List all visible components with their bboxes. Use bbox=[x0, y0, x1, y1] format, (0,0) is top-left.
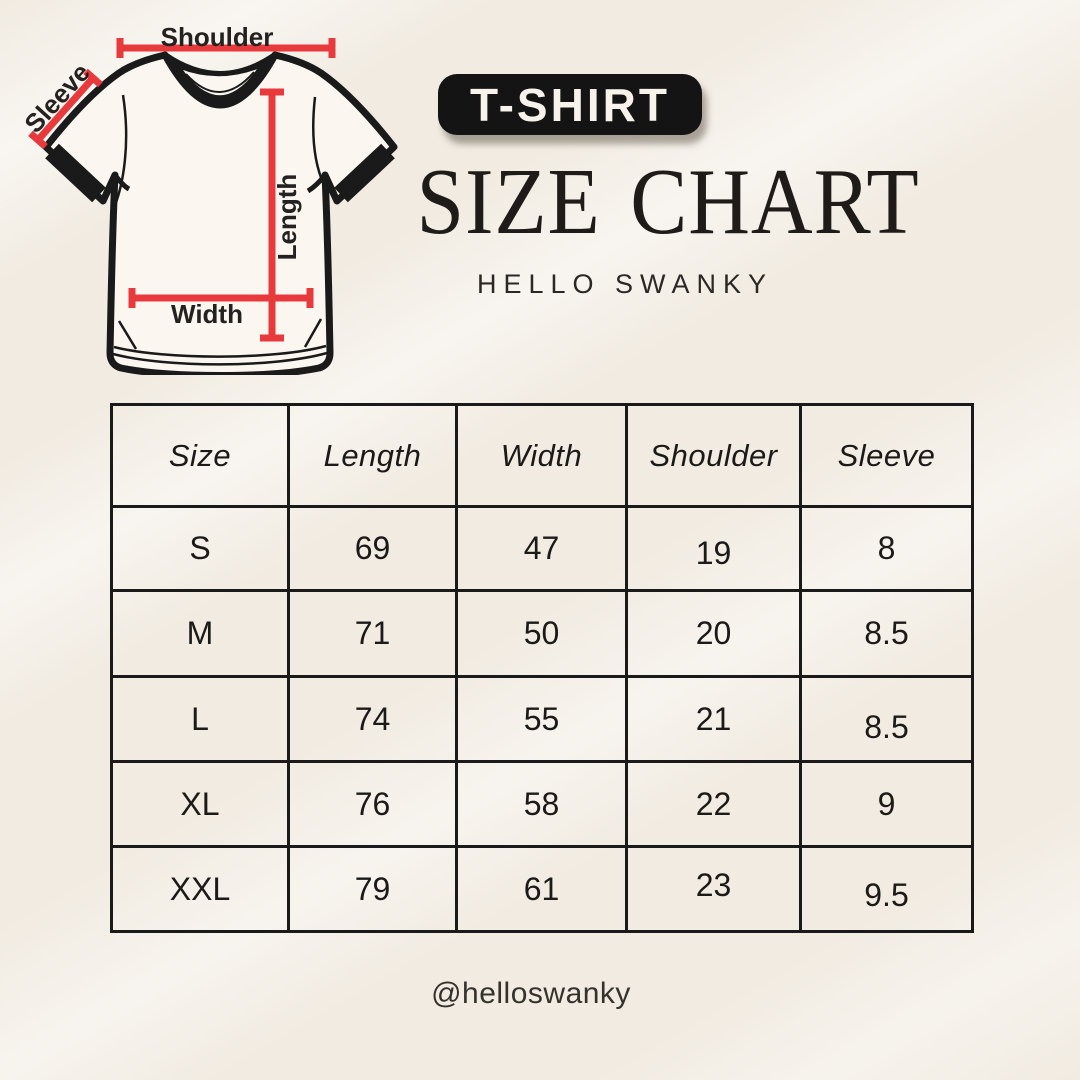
cell-sleeve: 9.5 bbox=[799, 845, 974, 933]
cell-width: 50 bbox=[455, 589, 628, 678]
cell-length: 74 bbox=[287, 675, 458, 763]
length-measure-label: Length bbox=[272, 174, 302, 261]
cell-size: XL bbox=[110, 760, 290, 848]
cell-shoulder: 19 bbox=[625, 505, 802, 592]
dimension-lines bbox=[28, 38, 336, 342]
width-measure-label: Width bbox=[171, 299, 243, 329]
cell-shoulder: 22 bbox=[625, 760, 802, 848]
cell-shoulder: 21 bbox=[625, 675, 802, 763]
cell-size: XXL bbox=[110, 845, 290, 933]
table-row-s: S 69 47 19 8 bbox=[110, 505, 974, 592]
header-row: Size Length Width Shoulder Sleeve bbox=[110, 403, 974, 508]
cell-length: 79 bbox=[287, 845, 458, 933]
cell-width: 55 bbox=[455, 675, 628, 763]
cell-sleeve: 8 bbox=[799, 505, 974, 592]
brand-subtitle: HELLO SWANKY bbox=[476, 269, 774, 299]
cell-length: 71 bbox=[287, 589, 458, 678]
cell-width: 47 bbox=[455, 505, 628, 592]
table-row-xl: XL 76 58 22 9 bbox=[110, 760, 974, 848]
col-header-sleeve: Sleeve bbox=[799, 403, 974, 508]
social-handle: @helloswanky bbox=[431, 977, 631, 1010]
col-header-width: Width bbox=[455, 403, 628, 508]
col-header-size: Size bbox=[110, 403, 290, 508]
cell-size: L bbox=[110, 675, 290, 763]
cell-shoulder: 20 bbox=[625, 589, 802, 678]
cell-length: 76 bbox=[287, 760, 458, 848]
table-row-xxl: XXL 79 61 23 9.5 bbox=[110, 845, 974, 933]
col-header-shoulder: Shoulder bbox=[625, 403, 802, 508]
cell-length: 69 bbox=[287, 505, 458, 592]
right-cuff-band bbox=[334, 143, 395, 203]
tshirt-badge-label: T-SHIRT bbox=[470, 78, 670, 131]
cell-sleeve: 8.5 bbox=[799, 589, 974, 678]
cell-size: S bbox=[110, 505, 290, 592]
shoulder-measure-label: Shoulder bbox=[161, 25, 274, 52]
cell-sleeve: 9 bbox=[799, 760, 974, 848]
collar-rib-line bbox=[185, 71, 255, 93]
wrinkle-lines bbox=[109, 94, 328, 366]
page-title: SIZE CHART bbox=[416, 150, 920, 254]
cell-size: M bbox=[110, 589, 290, 678]
collar-inner bbox=[175, 62, 266, 99]
left-cuff-band bbox=[45, 143, 106, 203]
tshirt-badge: T-SHIRT bbox=[438, 74, 702, 135]
tshirt-measurement-diagram: Shoulder Sleeve Length Width bbox=[18, 25, 398, 375]
col-header-length: Length bbox=[287, 403, 458, 508]
table-row-l: L 74 55 21 8.5 bbox=[110, 675, 974, 763]
size-table: Size Length Width Shoulder Sleeve S 69 4… bbox=[110, 403, 974, 933]
cell-shoulder: 23 bbox=[625, 845, 802, 933]
cell-sleeve: 8.5 bbox=[799, 675, 974, 763]
size-table-header: Size Length Width Shoulder Sleeve bbox=[110, 403, 974, 508]
cell-width: 58 bbox=[455, 760, 628, 848]
cell-width: 61 bbox=[455, 845, 628, 933]
table-row-m: M 71 50 20 8.5 bbox=[110, 589, 974, 678]
